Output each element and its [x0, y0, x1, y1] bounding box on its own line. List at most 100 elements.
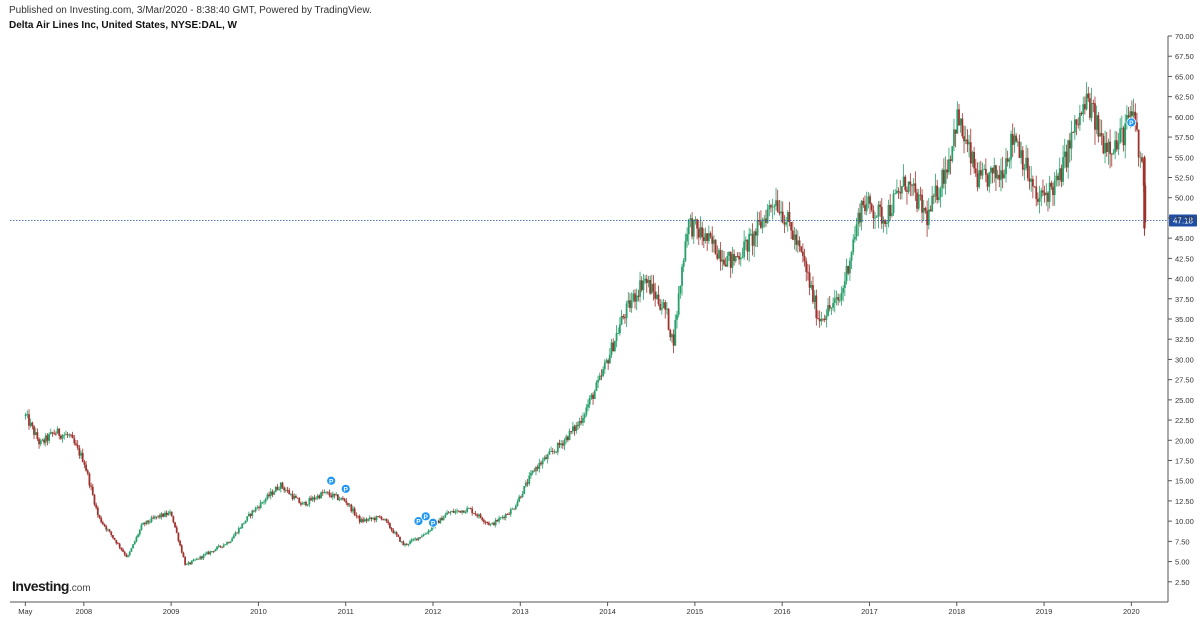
candle-body: [577, 424, 579, 426]
price-axis[interactable]: 2.50 5.00 7.50 10.00 12.50 15.00 17.50 20.00 22.…: [1167, 32, 1194, 602]
candle-body: [543, 457, 546, 461]
price-tick-label: 70.00: [1175, 32, 1194, 41]
candle-body: [869, 196, 871, 204]
candle-body: [865, 203, 868, 212]
candle-body: [154, 516, 156, 519]
candle-body: [150, 517, 153, 522]
candle-body: [118, 543, 121, 548]
candle-body: [95, 504, 98, 508]
candle-body: [494, 519, 497, 526]
candle-body: [26, 414, 29, 416]
event-marker[interactable]: [1126, 117, 1137, 128]
candle-body: [550, 450, 552, 452]
candle-body: [976, 173, 979, 188]
candle-body: [855, 224, 858, 237]
candle-body: [350, 504, 353, 512]
candle-body: [983, 168, 986, 170]
candle-body: [441, 517, 443, 521]
candle-body: [217, 545, 220, 547]
candle-body: [488, 522, 490, 525]
candle-body: [120, 547, 123, 550]
candle-body: [241, 523, 244, 529]
candle-body: [347, 503, 349, 505]
time-axis[interactable]: May 2008 2009 2010 2011 2012 2013 2014 2015 2016 2…: [10, 601, 1168, 616]
candle-body: [704, 233, 707, 241]
candle-body: [800, 246, 803, 252]
candle-body: [828, 305, 831, 309]
candle-body: [61, 435, 64, 439]
candle-body: [937, 197, 940, 201]
candle-body: [390, 528, 393, 531]
candle-body: [451, 511, 453, 513]
candle-body: [498, 518, 500, 522]
candle-body: [833, 298, 836, 304]
candle-body: [462, 510, 465, 513]
candle-body: [880, 206, 883, 224]
candle-body: [66, 434, 69, 436]
candle-body: [771, 206, 774, 208]
candle-body: [300, 503, 302, 505]
price-tick-label: 65.00: [1175, 72, 1194, 81]
candle-body: [639, 280, 641, 297]
event-marker[interactable]: [340, 483, 351, 494]
candle-body: [687, 219, 690, 235]
candle-body: [647, 280, 650, 284]
event-marker[interactable]: [413, 516, 424, 527]
candle-body: [1057, 175, 1059, 181]
candle-body: [115, 540, 118, 544]
candle-body: [360, 519, 363, 523]
candle-body: [368, 517, 371, 520]
price-tick-label: 25.00: [1175, 396, 1194, 405]
price-tick-label: 32.50: [1175, 335, 1194, 344]
candle-body: [603, 362, 606, 370]
event-marker[interactable]: [326, 475, 337, 486]
candle-body: [1001, 170, 1004, 179]
candle-body: [481, 517, 484, 521]
candle-body: [714, 239, 717, 255]
candle-body: [682, 260, 685, 267]
candle-body: [145, 520, 148, 525]
candle-body: [34, 432, 37, 435]
candle-body: [847, 265, 850, 274]
candle-body: [1038, 197, 1041, 202]
candle-body: [927, 209, 930, 226]
candle-body: [123, 551, 126, 555]
candle-body: [321, 492, 324, 494]
candle-body: [1112, 152, 1115, 155]
candle-body: [942, 169, 945, 184]
candle-body: [580, 420, 583, 423]
candle-body: [491, 522, 494, 525]
event-marker[interactable]: [420, 511, 431, 522]
candle-body: [890, 212, 893, 217]
candle-body: [949, 159, 952, 161]
candle-body: [612, 342, 615, 352]
candle-body: [535, 467, 537, 472]
candle-body: [572, 426, 574, 432]
candle-body: [461, 510, 464, 513]
candle-body: [760, 221, 762, 228]
candle-body: [546, 454, 549, 460]
price-tick-label: 47.50: [1175, 214, 1194, 223]
candle-body: [840, 292, 843, 301]
candle-body: [645, 278, 648, 284]
candle-body: [65, 434, 67, 436]
candle-body: [676, 314, 678, 320]
candle-body: [419, 537, 422, 539]
candle-body: [1078, 112, 1081, 126]
candle-body: [660, 308, 663, 310]
candle-body: [857, 212, 860, 225]
candle-body: [605, 360, 608, 363]
candle-body: [889, 204, 892, 217]
candle-body: [974, 168, 977, 174]
candle-body: [90, 485, 93, 487]
candle-body: [452, 511, 455, 513]
candle-body: [1137, 129, 1140, 158]
candle-body: [429, 530, 432, 532]
candle-body: [1068, 140, 1071, 149]
candle-body: [437, 520, 440, 524]
candle-body: [110, 531, 113, 536]
candle-body: [357, 515, 359, 517]
event-marker[interactable]: [428, 517, 438, 528]
